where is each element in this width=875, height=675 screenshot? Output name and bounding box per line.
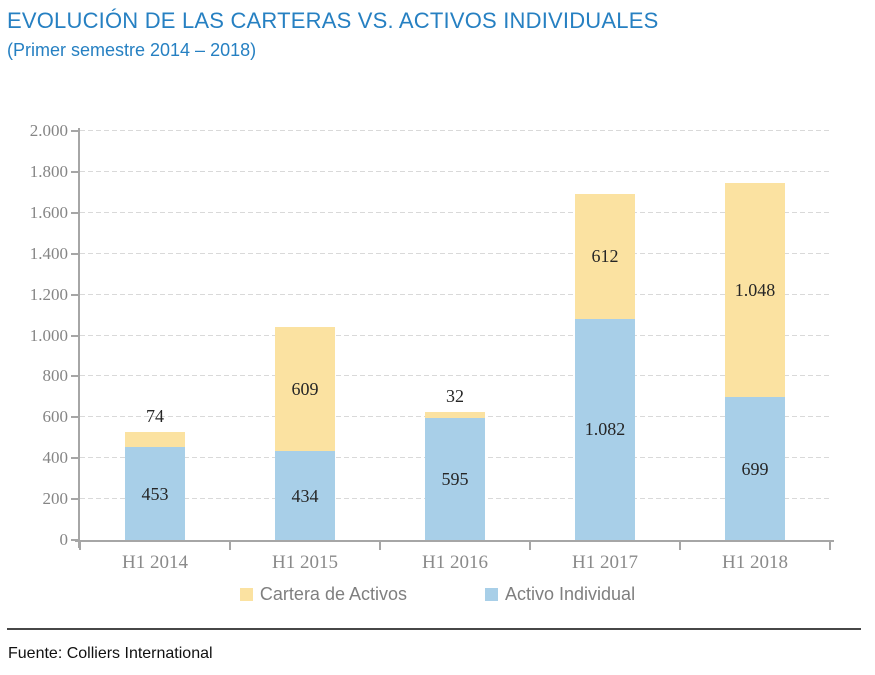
y-axis-label: 1.400 bbox=[29, 243, 68, 263]
bar-segment-cartera-de-activos bbox=[425, 411, 485, 419]
data-label-cartera-de-activos: 32 bbox=[446, 385, 464, 406]
bar-segment-activo-individual bbox=[125, 447, 185, 540]
data-label-activo-individual: 699 bbox=[741, 458, 769, 479]
gridline bbox=[80, 252, 830, 254]
gridline bbox=[80, 211, 830, 213]
bar-segment-activo-individual bbox=[275, 451, 335, 540]
legend-swatch-cartera bbox=[239, 588, 253, 601]
x-axis-category-label: H1 2016 bbox=[422, 552, 488, 573]
plot-area: 0 200 400 600 800 1.000 1.200 1.400 1.600 1.800 2.… bbox=[30, 122, 834, 573]
source-text: Fuente: Colliers International bbox=[8, 645, 213, 662]
bar-segment-cartera-de-activos bbox=[125, 432, 185, 448]
legend-item-activo: Activo Individual bbox=[485, 584, 635, 605]
y-axis-tick bbox=[71, 457, 78, 460]
x-axis-category-label: H1 2015 bbox=[272, 552, 338, 573]
y-axis-tick bbox=[71, 498, 78, 501]
y-axis-tick bbox=[71, 170, 78, 173]
bar-segment-cartera-de-activos bbox=[725, 182, 785, 398]
y-axis-tick bbox=[71, 130, 78, 132]
y-axis-tick bbox=[71, 375, 78, 378]
x-axis-tick bbox=[829, 542, 831, 550]
data-label-activo-individual: 453 bbox=[141, 483, 169, 504]
data-label-cartera-de-activos: 1.048 bbox=[734, 279, 776, 300]
y-axis-label: 1.600 bbox=[29, 202, 68, 222]
legend-item-cartera: Cartera de Activos bbox=[239, 584, 407, 605]
chart-subtitle: (Primer semestre 2014 – 2018) bbox=[7, 40, 257, 60]
legend-label-activo: Activo Individual bbox=[505, 584, 636, 604]
y-axis-label: 1.000 bbox=[29, 325, 68, 345]
y-axis-tick bbox=[71, 293, 78, 296]
data-label-cartera-de-activos: 612 bbox=[591, 246, 619, 267]
gridline bbox=[80, 293, 830, 295]
gridline bbox=[80, 334, 830, 336]
y-axis-label: 1.200 bbox=[29, 284, 68, 304]
y-axis-label: 800 bbox=[42, 366, 69, 386]
data-label-cartera-de-activos: 74 bbox=[146, 406, 164, 427]
y-axis-tick bbox=[71, 539, 78, 541]
data-label-cartera-de-activos: 609 bbox=[291, 378, 319, 399]
chart-title: EVOLUCIÓN DE LAS CARTERAS VS. ACTIVOS IN… bbox=[7, 8, 659, 33]
gridline bbox=[80, 170, 830, 172]
y-axis-label: 1.800 bbox=[29, 161, 68, 181]
x-axis-category-label: H1 2017 bbox=[572, 552, 638, 573]
legend-label-cartera: Cartera de Activos bbox=[259, 584, 407, 604]
x-axis-category-label: H1 2014 bbox=[122, 552, 188, 573]
x-axis-tick bbox=[379, 542, 381, 550]
y-axis-tick bbox=[71, 334, 78, 337]
bar-segment-activo-individual bbox=[575, 318, 635, 540]
y-axis-tick bbox=[71, 252, 78, 255]
y-axis-label: 2.000 bbox=[29, 121, 68, 140]
footer-divider bbox=[7, 628, 861, 630]
y-axis-label: 0 bbox=[59, 530, 69, 549]
legend-swatch-activo bbox=[485, 588, 498, 601]
bar-segment-cartera-de-activos bbox=[275, 326, 335, 452]
gridline bbox=[80, 130, 830, 131]
bar-segment-activo-individual bbox=[725, 397, 785, 540]
bar-segment-activo-individual bbox=[425, 418, 485, 540]
gridline bbox=[80, 375, 830, 377]
x-axis-tick bbox=[529, 542, 531, 550]
y-axis-label: 200 bbox=[42, 489, 69, 509]
x-axis-tick bbox=[79, 542, 81, 550]
y-axis-label: 400 bbox=[42, 448, 69, 468]
y-axis-label: 600 bbox=[42, 407, 69, 427]
data-label-activo-individual: 1.082 bbox=[584, 419, 626, 440]
bar-segment-cartera-de-activos bbox=[575, 193, 635, 319]
x-axis-tick bbox=[229, 542, 231, 550]
x-axis-line bbox=[75, 540, 834, 542]
x-axis-tick bbox=[679, 542, 681, 550]
y-axis-line bbox=[78, 128, 80, 548]
x-axis-category-label: H1 2018 bbox=[722, 552, 788, 573]
data-label-activo-individual: 595 bbox=[441, 469, 469, 490]
data-label-activo-individual: 434 bbox=[291, 485, 319, 506]
chart-legend: Cartera de Activos Activo Individual bbox=[0, 584, 875, 605]
y-axis-tick bbox=[71, 416, 78, 419]
y-axis-tick bbox=[71, 211, 78, 214]
